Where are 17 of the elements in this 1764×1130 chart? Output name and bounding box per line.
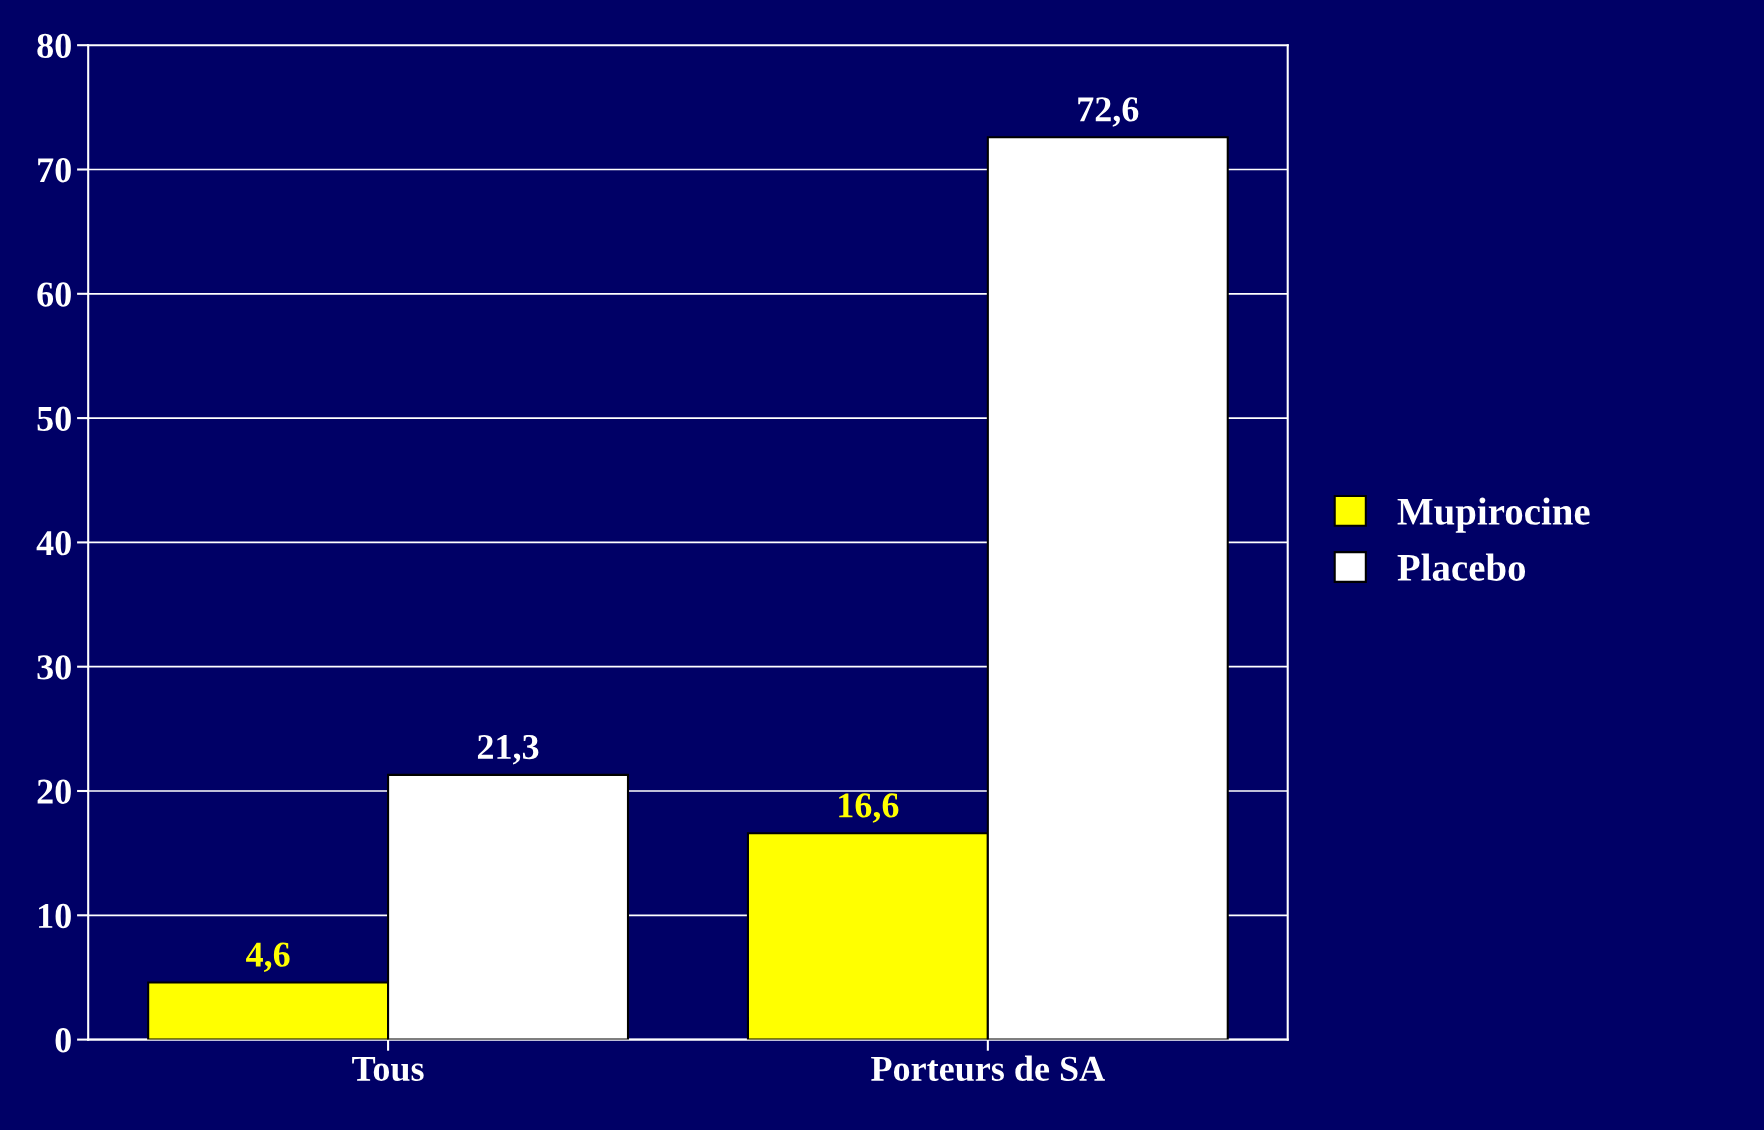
y-tick-label: 0 [55,1028,71,1053]
x-tick-label: Tous [352,1056,424,1082]
x-tick-label: Porteurs de SA [871,1055,1105,1082]
data-label: 16,6 [839,793,899,823]
y-tick-label: 80 [37,33,71,59]
y-tick-label: 10 [39,903,71,929]
y-tick-label: 30 [37,655,71,680]
legend-label: Placebo [1397,553,1526,581]
legend-label: Mupirocine [1397,497,1590,533]
y-tick-label: 70 [38,158,71,183]
data-label: 4,6 [246,942,290,972]
y-tick-label: 20 [37,779,71,804]
y-tick-label: 50 [37,406,71,431]
data-label: 72,6 [1078,97,1139,127]
data-label: 21,3 [477,734,539,765]
y-tick-label: 40 [36,530,71,556]
y-tick-label: 60 [37,282,71,307]
